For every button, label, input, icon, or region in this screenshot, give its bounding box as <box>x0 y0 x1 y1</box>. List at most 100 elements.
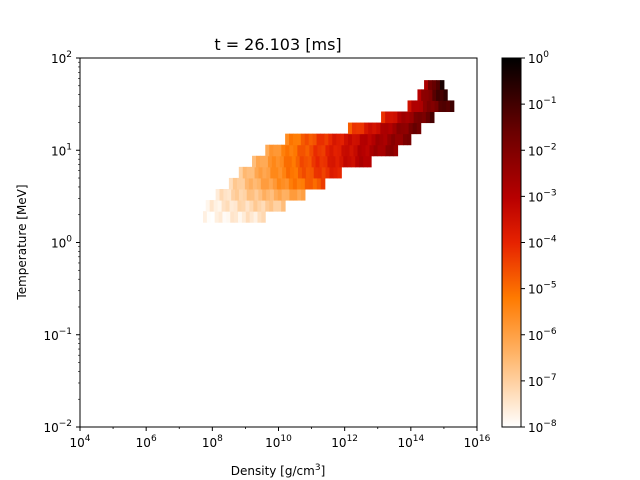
heatmap-cell <box>300 177 306 190</box>
colorbar-tick-label: 100 <box>528 50 549 66</box>
heatmap-cell <box>353 144 358 157</box>
heatmap-cell <box>261 200 266 212</box>
heatmap-cell <box>443 89 448 101</box>
y-tick-label-exp: 0 <box>66 235 72 245</box>
heatmap-cell <box>349 144 354 157</box>
heatmap-cell <box>283 155 289 168</box>
heatmap-cell <box>383 133 388 146</box>
y-tick-label-base: 10 <box>43 329 58 343</box>
heatmap-cell <box>214 211 220 223</box>
heatmap-cells <box>199 80 455 223</box>
heatmap-cell <box>424 89 430 101</box>
heatmap-cell <box>381 144 387 157</box>
heatmap-cell <box>225 200 231 212</box>
heatmap-cell <box>292 133 298 146</box>
heatmap-cell <box>276 177 282 190</box>
heatmap-cell <box>249 200 254 212</box>
heatmap-cell <box>425 111 431 124</box>
heatmap-cell <box>339 155 344 168</box>
x-tick-label-exp: 16 <box>479 434 491 444</box>
heatmap-cell <box>297 189 302 201</box>
heatmap-cell <box>238 189 244 201</box>
heatmap-cell <box>273 144 278 157</box>
heatmap-cell <box>274 166 279 179</box>
heatmap-cell <box>424 80 429 90</box>
heatmap-cell <box>252 155 257 168</box>
colorbar-tick-label-exp: −1 <box>543 96 556 106</box>
heatmap-cell <box>343 155 348 168</box>
x-tick-label-exp: 4 <box>85 434 91 444</box>
heatmap-cell <box>292 177 298 190</box>
heatmap-cell <box>273 200 278 212</box>
x-tick-label-exp: 6 <box>151 434 157 444</box>
heatmap-cell <box>308 133 314 146</box>
heatmap-cell <box>313 166 319 179</box>
heatmap-cell <box>242 166 248 179</box>
heatmap-cell <box>313 144 318 157</box>
heatmap-cell <box>285 189 290 201</box>
x-tick-label-base: 10 <box>202 436 217 450</box>
y-tick-label-exp: −2 <box>59 419 72 429</box>
heatmap-cell <box>316 133 321 146</box>
heatmap-cell <box>256 177 262 190</box>
heatmap-cell <box>265 144 270 157</box>
colorbar-tick-label-base: 10 <box>528 283 543 297</box>
heatmap-cell <box>428 80 433 90</box>
heatmap-cell <box>264 177 270 190</box>
heatmap-cell <box>235 189 240 201</box>
heatmap-cell <box>333 144 338 157</box>
y-axis-label: Temperature [MeV] <box>15 184 29 300</box>
heatmap-cell <box>293 144 298 157</box>
heatmap-cell <box>391 133 396 146</box>
x-tick-label: 106 <box>136 434 157 450</box>
y-tick-label: 101 <box>51 142 72 158</box>
heatmap-cell <box>429 111 435 124</box>
heatmap-cell <box>277 200 282 212</box>
x-tick-label: 104 <box>69 434 90 450</box>
heatmap-cell <box>287 155 293 168</box>
heatmap-cell <box>281 189 287 201</box>
heatmap-cell <box>219 189 224 201</box>
heatmap-cell <box>309 166 315 179</box>
heatmap-cell <box>417 111 423 124</box>
heatmap-cell <box>221 200 227 212</box>
colorbar-tick-label-base: 10 <box>528 190 543 204</box>
heatmap-cell <box>376 122 381 135</box>
heatmap-cell <box>281 200 286 212</box>
heatmap-cell <box>356 122 361 135</box>
heatmap-cell <box>332 133 337 146</box>
heatmap-cell <box>277 144 282 157</box>
heatmap-cell <box>432 89 437 101</box>
heatmap-cell <box>232 177 238 190</box>
heatmap-cell <box>275 155 281 168</box>
y-tick-label-exp: −1 <box>59 327 72 337</box>
heatmap-cell <box>260 177 266 190</box>
heatmap-cell <box>329 144 334 157</box>
heatmap-cell <box>205 200 211 212</box>
heatmap-cell <box>301 189 306 201</box>
heatmap-cell <box>405 111 411 124</box>
heatmap-cell <box>285 133 290 146</box>
heatmap-cell <box>252 177 258 190</box>
heatmap-cell <box>304 177 310 190</box>
heatmap-cell <box>285 144 290 157</box>
heatmap-cell <box>317 166 323 179</box>
y-tick-label-base: 10 <box>43 421 58 435</box>
heatmap-cell <box>312 133 318 146</box>
heatmap-cell <box>421 89 426 101</box>
heatmap-cell <box>266 166 271 179</box>
heatmap-cell <box>266 189 271 201</box>
heatmap-cell <box>257 200 262 212</box>
colorbar-tick-label-exp: −3 <box>543 188 556 198</box>
heatmap-cell <box>402 133 408 146</box>
heatmap-cell <box>308 177 314 190</box>
heatmap-cell <box>436 89 441 101</box>
heatmap-cell <box>297 166 303 179</box>
heatmap-cell <box>209 200 215 212</box>
heatmap-cell <box>347 122 353 135</box>
heatmap-cell <box>233 200 238 212</box>
heatmap-cell <box>296 177 302 190</box>
colorbar-tick-label-base: 10 <box>528 98 543 112</box>
heatmap-cell <box>258 166 263 179</box>
